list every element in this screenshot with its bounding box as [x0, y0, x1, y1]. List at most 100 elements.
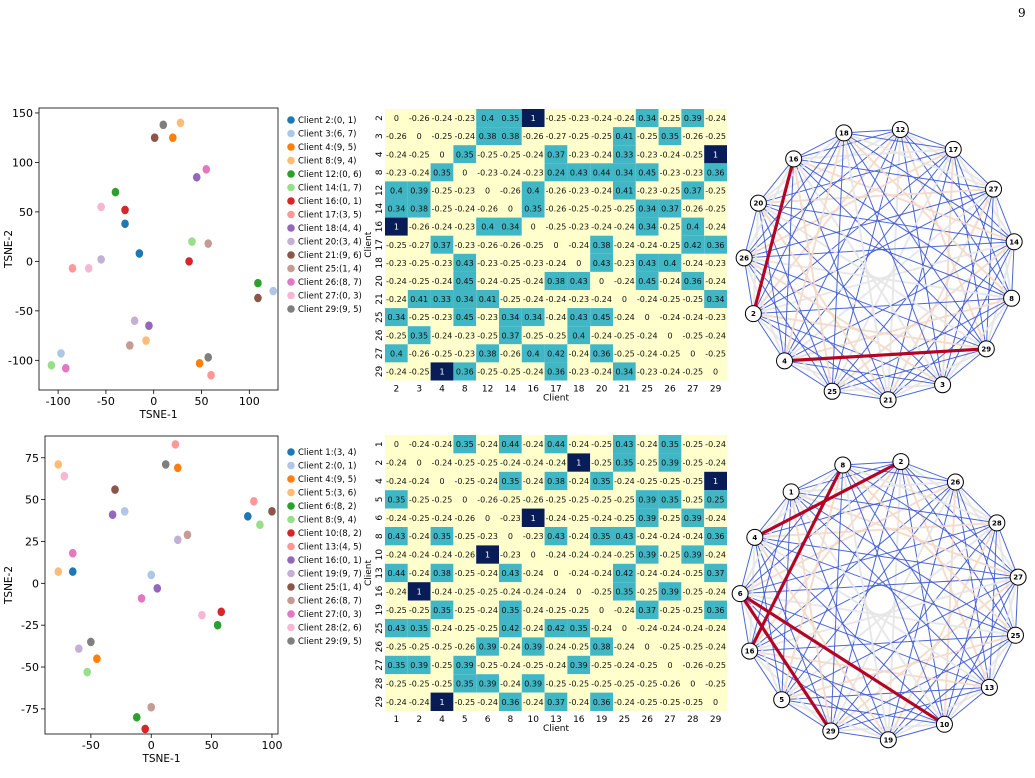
- heatmap-cell-value: -0.25: [477, 661, 498, 670]
- heatmap-cell-value: -0.24: [523, 295, 544, 304]
- heatmap-cell: [407, 655, 431, 675]
- graph-node: [1003, 289, 1021, 307]
- heatmap-cell-value: -0.25: [546, 223, 567, 232]
- heatmap-cell-value: -0.24: [591, 114, 612, 123]
- graph-edge: [887, 241, 1015, 401]
- heatmap-cell: [407, 145, 431, 164]
- heatmap-cell: [430, 600, 454, 619]
- heatmap-cell-value: 0.4: [527, 349, 540, 358]
- heatmap-cell: [453, 637, 477, 656]
- heatmap-cell: [407, 490, 431, 509]
- heatmap-cell-value: 0: [417, 132, 422, 141]
- graph-edge: [791, 481, 956, 493]
- graph-node: [946, 473, 964, 491]
- graph-node: [782, 483, 800, 501]
- heatmap-cell-value: -0.25: [409, 259, 430, 268]
- heatmap-cell-value: 0.38: [547, 277, 565, 286]
- heatmap-cell: [385, 181, 408, 200]
- heatmap-x-tick: 20: [596, 385, 608, 395]
- heatmap-cell: [681, 181, 705, 200]
- heatmap-cell: [499, 199, 522, 218]
- heatmap-cell: [385, 692, 408, 711]
- heatmap-cell: [613, 253, 636, 272]
- heatmap-cell: [613, 600, 636, 619]
- scatter-point: [57, 349, 65, 358]
- heatmap-cell: [544, 563, 568, 583]
- heatmap-cell-value: -0.24: [546, 259, 567, 268]
- heatmap-cell: [430, 290, 454, 309]
- heatmap-cell-value: -0.24: [546, 313, 567, 322]
- heatmap-cell-value: -0.24: [614, 698, 635, 707]
- heatmap-cell: [499, 582, 522, 601]
- graph-edge: [843, 132, 1015, 243]
- graph-edge: [843, 132, 1013, 299]
- heatmap-cell: [499, 235, 522, 254]
- scatter-point: [97, 255, 105, 264]
- heatmap-cell-value: -0.25: [409, 150, 430, 159]
- heatmap-cell: [658, 637, 682, 656]
- heatmap-cell-value: -0.23: [568, 114, 589, 123]
- heatmap-cell-value: -0.23: [568, 150, 589, 159]
- heatmap-cell: [521, 362, 545, 381]
- graph-edge-strong: [751, 158, 796, 315]
- heatmap-cell: [544, 181, 568, 200]
- heatmap-cell: [635, 271, 659, 290]
- heatmap-cell: [544, 145, 568, 164]
- graph-node: [980, 678, 998, 696]
- graph-edge: [900, 461, 1019, 578]
- graph-edge: [743, 129, 901, 259]
- graph-edge: [952, 149, 994, 190]
- heatmap-cell-value: 1: [713, 477, 718, 486]
- scatter-point: [161, 460, 170, 469]
- heatmap-cell: [590, 435, 613, 454]
- heatmap-cell-value: 0.35: [456, 150, 474, 159]
- heatmap-x-tick: 4: [439, 385, 445, 395]
- graph-edge: [954, 481, 1016, 636]
- graph-node: [773, 691, 791, 709]
- heatmap-cell-value: -0.25: [523, 241, 544, 250]
- heatmap-cell-value: -0.25: [682, 295, 703, 304]
- graph-edge: [899, 129, 1015, 243]
- heatmap-cell-value: 0.35: [410, 331, 428, 340]
- heatmap-cell-value: -0.26: [682, 661, 703, 670]
- heatmap-cell: [590, 527, 613, 546]
- heatmap-cell: [407, 217, 431, 236]
- heatmap-cell: [681, 545, 705, 564]
- heatmap-cell: [590, 253, 613, 272]
- graph-edge: [743, 257, 889, 401]
- graph-edge: [830, 634, 1016, 732]
- heatmap-cell-value: -0.25: [523, 331, 544, 340]
- legend-entry: Client 28:(2, 6): [298, 624, 362, 634]
- heatmap-cell-value: 0.45: [638, 168, 656, 177]
- heatmap-cell: [613, 545, 636, 564]
- graph-edge: [757, 128, 901, 205]
- heatmap-cell-value: -0.25: [591, 440, 612, 449]
- heatmap-cell-value: 1: [531, 514, 536, 523]
- heatmap-cell-value: 0: [485, 514, 490, 523]
- heatmap-cell: [476, 235, 499, 254]
- heatmap-cell-value: 0.39: [684, 551, 702, 560]
- graph-node: [835, 124, 853, 142]
- heatmap-cell-value: 0.37: [661, 205, 679, 214]
- heatmap-cell: [590, 674, 613, 693]
- heatmap-cell: [476, 582, 499, 601]
- scatter-point: [132, 712, 141, 722]
- heatmap-cell-value: -0.24: [500, 661, 521, 670]
- heatmap-cell-value: -0.24: [409, 569, 430, 578]
- heatmap-cell-value: -0.24: [432, 514, 453, 523]
- heatmap-cell-value: 0.35: [410, 624, 428, 633]
- heatmap-cell: [499, 109, 522, 128]
- heatmap-cell: [635, 490, 659, 509]
- heatmap-cell-value: 0: [645, 313, 650, 322]
- heatmap-cell: [521, 563, 545, 583]
- heatmap-y-tick: 5: [375, 497, 385, 503]
- graph-edge: [830, 465, 844, 732]
- heatmap-cell: [453, 674, 477, 693]
- heatmap-cell-value: -0.24: [614, 223, 635, 232]
- heatmap-cell-value: 0.42: [547, 349, 565, 358]
- heatmap-cell: [658, 271, 682, 290]
- scatter-point: [250, 496, 258, 506]
- heatmap-cell-value: 0.35: [387, 495, 405, 504]
- heatmap-cell: [544, 127, 568, 146]
- graph-edge: [781, 634, 1016, 701]
